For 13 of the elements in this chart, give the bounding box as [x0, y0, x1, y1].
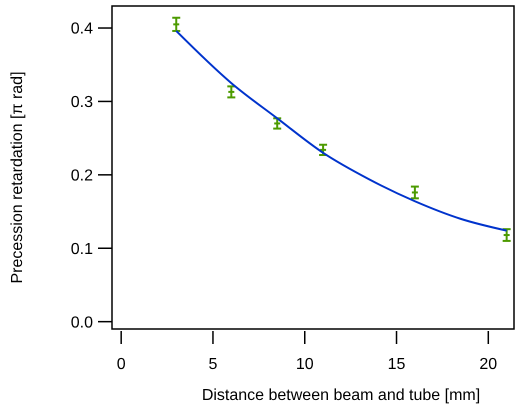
- y-tick-label: 0.4: [70, 20, 94, 38]
- x-tick-label: 20: [479, 356, 498, 373]
- x-tick-label: 0: [116, 356, 126, 373]
- y-tick-label: 0.1: [70, 240, 94, 258]
- line-series: [175, 30, 508, 232]
- y-axis-title: Precession retardation [π rad]: [9, 71, 26, 284]
- y-tick-label: 0.0: [70, 314, 94, 332]
- x-tick-label: 15: [388, 356, 406, 373]
- x-tick-label: 5: [208, 356, 218, 373]
- x-tick-label: 10: [296, 356, 314, 373]
- y-tick-label: 0.2: [70, 167, 94, 184]
- y-tick-label: 0.3: [70, 94, 94, 112]
- x-axis-title: Distance between beam and tube [mm]: [202, 387, 480, 404]
